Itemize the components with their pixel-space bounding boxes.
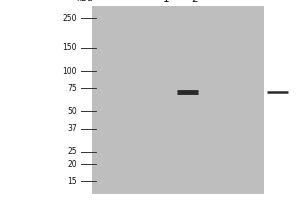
Text: 20: 20 — [67, 160, 77, 169]
Text: 2: 2 — [192, 0, 198, 4]
Text: 250: 250 — [62, 14, 77, 23]
Text: 25: 25 — [67, 147, 77, 156]
Text: 150: 150 — [62, 43, 77, 52]
Text: kDa: kDa — [76, 0, 92, 3]
Text: 75: 75 — [67, 84, 77, 93]
Text: 50: 50 — [67, 107, 77, 116]
Text: 100: 100 — [62, 67, 77, 76]
Text: 37: 37 — [67, 124, 77, 133]
Text: 15: 15 — [67, 177, 77, 186]
Text: 1: 1 — [162, 0, 169, 4]
